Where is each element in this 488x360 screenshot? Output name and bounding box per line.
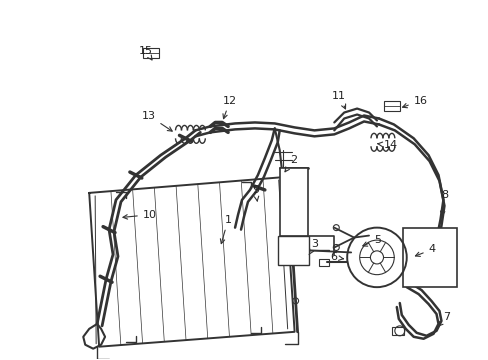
Text: 6: 6	[329, 252, 343, 262]
Bar	[319, 260, 328, 266]
Bar	[279, 168, 307, 235]
Text: 12: 12	[223, 96, 237, 119]
Text: 16: 16	[402, 96, 427, 108]
Bar	[277, 235, 309, 265]
Bar	[383, 100, 399, 111]
Text: 7: 7	[437, 312, 449, 326]
Bar	[402, 228, 456, 287]
Bar	[391, 327, 403, 335]
Text: 2: 2	[285, 155, 296, 172]
Text: 13: 13	[142, 111, 172, 131]
Text: 8: 8	[440, 190, 447, 216]
Text: 9: 9	[251, 185, 259, 201]
Text: 1: 1	[220, 215, 231, 244]
Text: 14: 14	[377, 140, 397, 150]
Text: 4: 4	[415, 244, 435, 256]
Text: 11: 11	[331, 91, 346, 109]
Bar	[142, 48, 158, 58]
Text: 5: 5	[362, 234, 380, 246]
Text: 3: 3	[308, 239, 318, 255]
Text: 10: 10	[122, 210, 157, 220]
Text: 15: 15	[139, 46, 152, 60]
